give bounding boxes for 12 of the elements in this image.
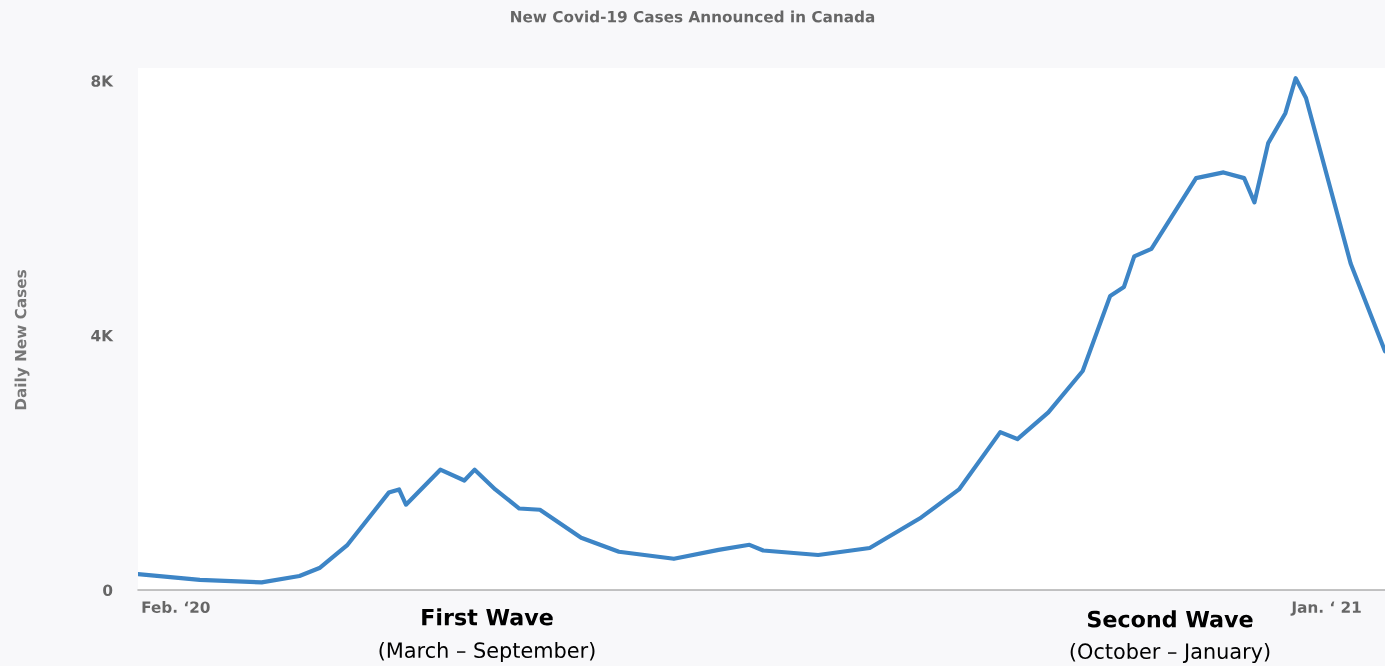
y-tick-label: 4K [91, 330, 114, 342]
text: (October – January) [1070, 642, 1270, 664]
text: First Wave [422, 608, 553, 626]
x-tick-label: Feb. ‘20 [142, 601, 210, 613]
text: Second Wave [1087, 610, 1253, 628]
chart-title: New Covid-19 Cases Announced in Canada [511, 10, 875, 23]
y-axis-title: Daily New Cases [14, 270, 30, 410]
line-series [138, 76, 1385, 585]
y-tick-label: 8K [91, 75, 114, 87]
x-tick-label: Jan. ‘ 21 [1290, 601, 1361, 616]
text: (March – September) [379, 641, 595, 663]
y-tick-label: 0 [103, 584, 113, 597]
